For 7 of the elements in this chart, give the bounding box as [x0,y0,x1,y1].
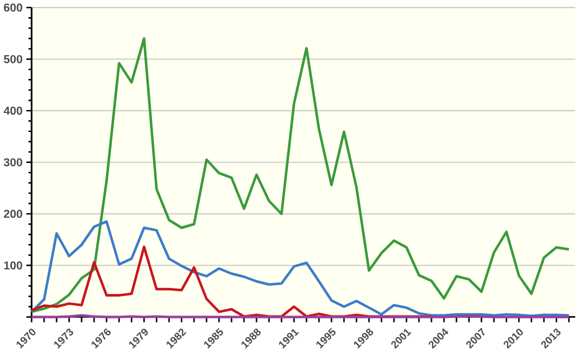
y-tick-label: 400 [4,106,22,115]
line-series [30,37,570,314]
y-tick-label: 200 [4,210,22,218]
y-tick-label: 600 [4,3,22,12]
y-tick-label: 500 [4,55,22,64]
y-tick-label: 300 [4,158,22,166]
y-tick-label: 100 [4,261,22,270]
